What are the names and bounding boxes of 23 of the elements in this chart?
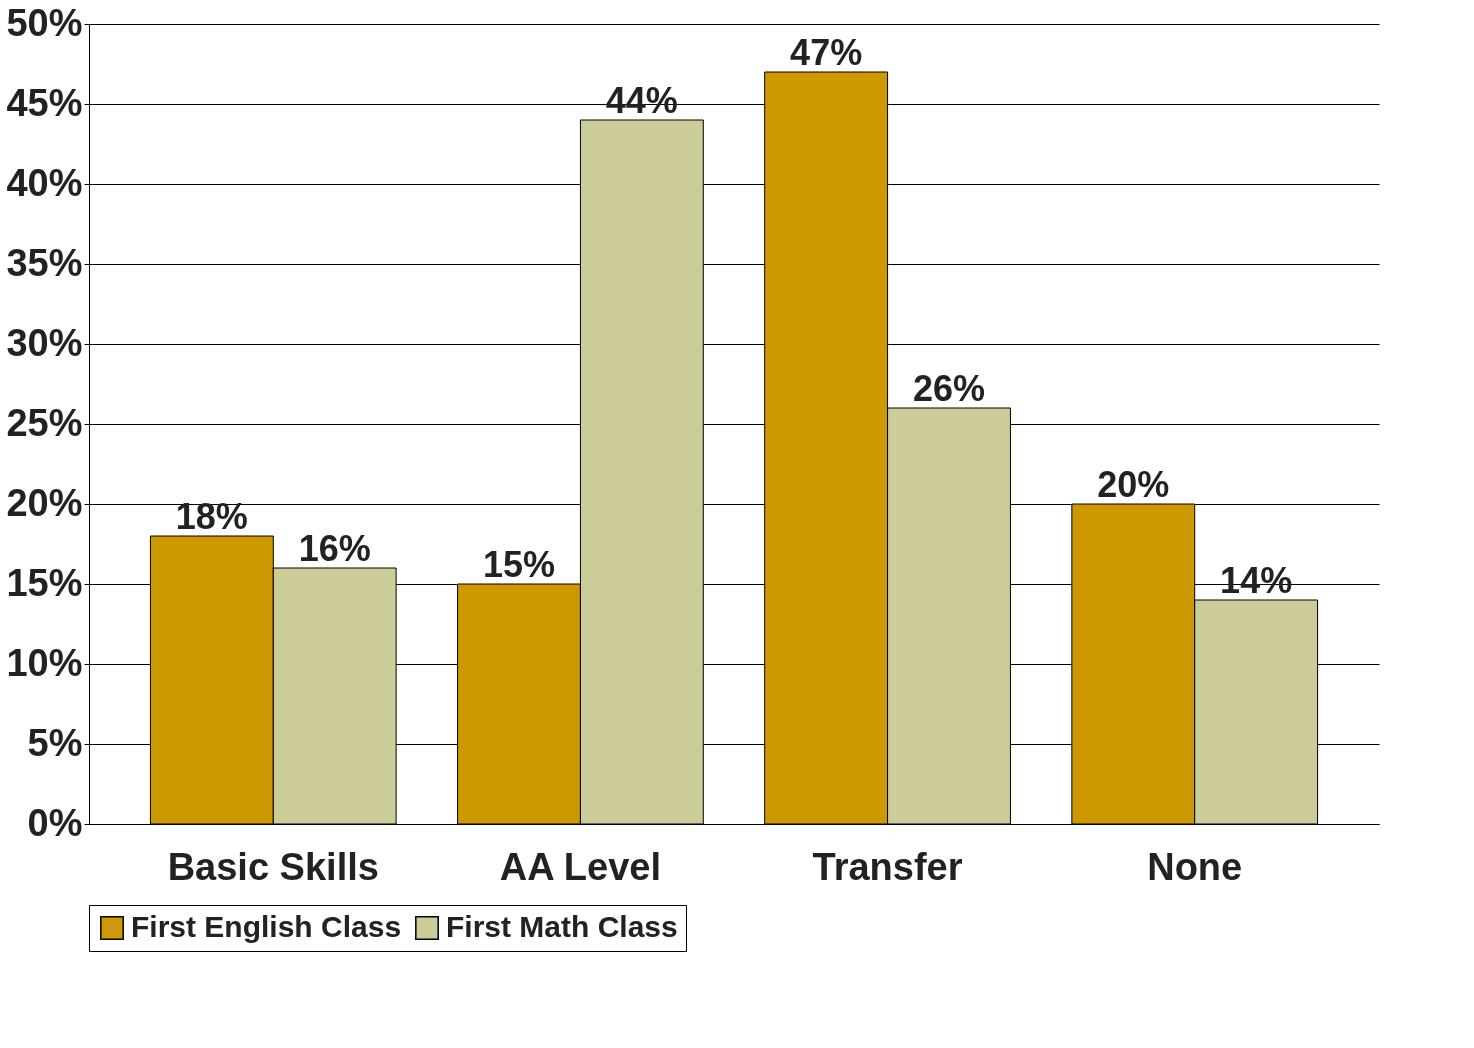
y-tick-label: 35% xyxy=(6,241,83,284)
legend-label: First Math Class xyxy=(446,910,678,943)
legend-label: First English Class xyxy=(131,910,402,943)
y-tick-label: 45% xyxy=(6,81,83,124)
y-tick-label: 50% xyxy=(6,1,83,44)
y-tick-label: 30% xyxy=(6,321,83,364)
y-tick-label: 10% xyxy=(6,641,83,684)
y-tick-label: 15% xyxy=(6,561,83,604)
x-tick-label: None xyxy=(1147,845,1243,888)
data-label: 15% xyxy=(482,544,556,585)
y-tick-label: 5% xyxy=(27,721,83,764)
x-tick-label: AA Level xyxy=(499,845,662,888)
y-tick-label: 20% xyxy=(6,481,83,524)
data-label: 47% xyxy=(790,32,863,73)
data-label: 26% xyxy=(912,368,986,409)
data-label: 16% xyxy=(298,528,371,569)
x-tick-label: Transfer xyxy=(812,845,963,888)
y-tick-label: 25% xyxy=(6,401,83,444)
y-tick-label: 40% xyxy=(6,161,83,204)
y-tick-label: 0% xyxy=(27,801,83,844)
data-label: 18% xyxy=(175,496,248,537)
data-label: 20% xyxy=(1097,464,1170,505)
x-tick-label: Basic Skills xyxy=(167,845,379,888)
